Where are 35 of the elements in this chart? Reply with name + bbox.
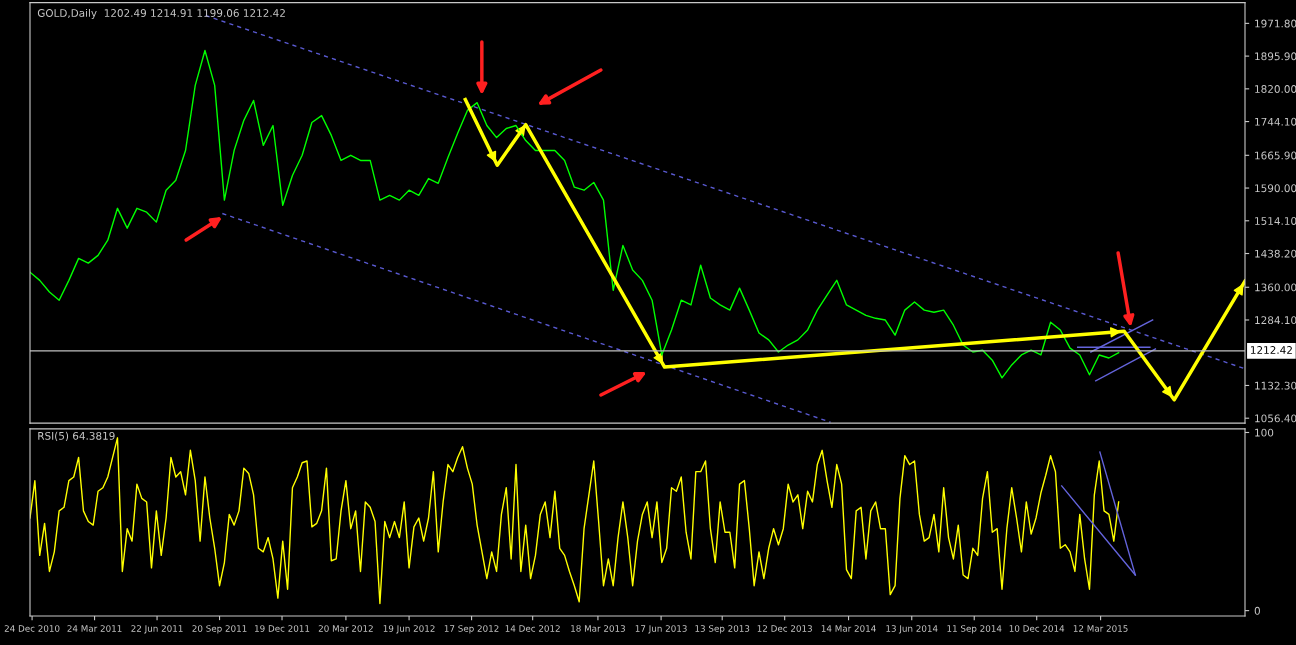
chart-title: RSI(5) 64.3819	[38, 431, 115, 442]
y-tick-label: 1438.20	[1255, 249, 1296, 258]
x-tick-label: 22 Jun 2011	[131, 625, 183, 634]
x-tick-label: 24 Mar 2011	[67, 625, 122, 632]
x-tick-label: 14 Mar 2014	[821, 625, 876, 632]
y-tick-label: 1514.10	[1255, 217, 1296, 225]
y-tick-label: 1284.10	[1255, 316, 1296, 325]
x-tick-label: 13 Jun 2014	[886, 625, 938, 634]
x-tick-label: 20 Mar 2012	[318, 625, 373, 632]
x-tick-label: 13 Sep 2013	[695, 625, 750, 634]
text: GOLD,Daily 1202.49 1214.91 1199.06 1212.42	[37, 8, 285, 19]
y-tick-label: 1895.90	[1255, 52, 1296, 61]
y-tick-label: 1744.10	[1255, 117, 1296, 126]
y-tick-label: 1820.00	[1255, 85, 1296, 93]
x-tick-label: 18 Mar 2013	[571, 625, 625, 632]
y-tick-label: 1971.80	[1255, 19, 1296, 28]
x-tick-label: 17 Sep 2012	[444, 625, 499, 634]
ref-line-label: 1212.42	[1251, 346, 1292, 354]
x-tick-label: 19 Jun 2012	[383, 625, 435, 634]
y-tick-label: 1590.00	[1255, 184, 1296, 193]
x-tick-label: 11 Sep 2014	[947, 625, 1002, 634]
y-tick-label: 1360.00	[1255, 283, 1296, 292]
x-tick-label: 12 Dec 2013	[757, 625, 812, 632]
x-tick-label: 20 Sep 2011	[192, 625, 247, 634]
x-tick-label: 24 Dec 2010	[4, 625, 60, 632]
x-tick-label: 17 Jun 2013	[635, 625, 687, 634]
y-tick-label: 100	[1255, 428, 1274, 437]
x-tick-label: 14 Dec 2012	[505, 625, 560, 632]
x-tick-label: 10 Dec 2014	[1009, 625, 1065, 632]
y-tick-label: 1132.30	[1255, 381, 1296, 390]
y-tick-label: 0	[1254, 606, 1260, 615]
x-tick-label: 19 Dec 2011	[255, 625, 310, 632]
x-tick-label: 12 Mar 2015	[1073, 625, 1128, 632]
y-tick-label: 1665.90	[1255, 151, 1296, 160]
y-tick-label: 1056.40	[1255, 414, 1296, 423]
